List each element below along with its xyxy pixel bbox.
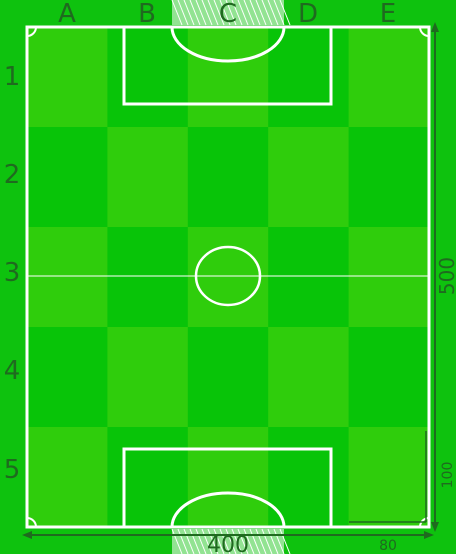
length-arrow-bottom (431, 522, 439, 532)
field-tile-c4 (187, 327, 269, 428)
field-tile-d1 (268, 27, 350, 128)
row-label-1: 1 (4, 62, 21, 92)
penalty-offset-label: 80 (379, 538, 397, 554)
column-label-c: C (219, 0, 237, 29)
field-tile-a1 (27, 27, 108, 128)
penalty-area-top (122, 25, 333, 106)
dimension-lines (22, 22, 439, 539)
row-label-3: 3 (4, 258, 21, 288)
field-tile-e4 (348, 327, 430, 428)
corner-arc-top-right (419, 26, 430, 37)
field-tile-b2 (107, 127, 189, 228)
center-circle (194, 245, 262, 307)
width-label: 400 (207, 533, 249, 554)
row-label-4: 4 (4, 356, 21, 386)
field-tile-b3 (107, 227, 189, 328)
field-tile-e3 (348, 227, 430, 328)
field-tile-d2 (268, 127, 350, 228)
field-tile-a5 (27, 427, 108, 528)
field-tile-d4 (268, 327, 350, 428)
field-tile-e5 (348, 427, 430, 528)
row-labels: 1 2 3 4 5 (4, 62, 21, 485)
field-tile-d3 (268, 227, 350, 328)
field-tile-e1 (348, 27, 430, 128)
penalty-depth-label: 100 (440, 462, 456, 489)
field-tile-c2 (187, 127, 269, 228)
penalty-arc-bottom (170, 491, 286, 528)
column-labels: A B C D E (58, 0, 396, 29)
row-label-2: 2 (4, 160, 21, 190)
column-label-d: D (298, 0, 318, 29)
width-arrow-right (424, 531, 434, 539)
corner-arc-bottom-left (26, 517, 37, 528)
corner-arc-bottom-right (419, 517, 430, 528)
row-label-5: 5 (4, 455, 21, 485)
column-label-a: A (58, 0, 76, 29)
field-tiles (27, 27, 430, 528)
field-tile-b1 (107, 27, 189, 128)
length-label: 500 (435, 257, 456, 295)
penalty-arc-top (170, 26, 286, 63)
field-tile-c3 (187, 227, 269, 328)
field-tile-d5 (268, 427, 350, 528)
field-tile-c5 (187, 427, 269, 528)
column-label-e: E (380, 0, 396, 29)
penalty-area-bottom (122, 447, 333, 529)
field-tile-a4 (27, 327, 108, 428)
field-markings (25, 25, 431, 529)
field-tile-b5 (107, 427, 189, 528)
goals (171, 0, 291, 554)
column-label-b: B (138, 0, 156, 29)
length-arrow-top (431, 22, 439, 32)
field-tile-c1 (187, 27, 269, 128)
field-tile-e2 (348, 127, 430, 228)
width-arrow-left (22, 531, 32, 539)
corner-arc-top-left (26, 26, 37, 37)
goal-top (171, 0, 291, 26)
field-tile-a3 (27, 227, 108, 328)
field-tile-b4 (107, 327, 189, 428)
goal-bottom (171, 528, 291, 554)
field-tile-a2 (27, 127, 108, 228)
